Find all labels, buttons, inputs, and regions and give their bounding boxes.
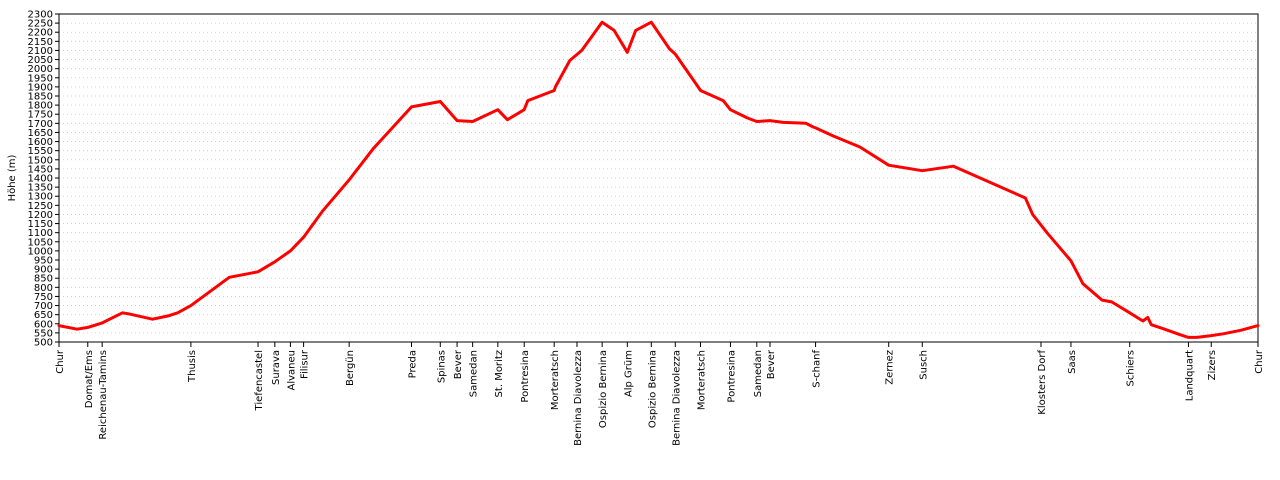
y-tick-label: 1650 [28,128,53,139]
y-tick-label: 1250 [28,201,53,212]
y-tick-label: 2300 [28,10,53,21]
station-label: Samedan [469,350,480,397]
y-tick-label: 1300 [28,192,53,203]
station-label: Spinas [436,350,447,383]
y-tick-label: 2200 [28,28,53,39]
y-tick-label: 950 [34,256,53,267]
station-label: Bergün [345,350,356,386]
station-label: Alvaneu [286,350,297,391]
y-tick-label: 1500 [28,155,53,166]
y-axis-title: Höhe (m) [7,154,18,201]
station-label: Chur [1254,349,1265,374]
station-label: Chur [55,349,66,374]
station-label: Morteratsch [696,350,707,410]
station-label: Tiefencastel [254,350,265,411]
y-tick-label: 1550 [28,146,53,157]
y-tick-label: 1900 [28,82,53,93]
y-tick-label: 1200 [28,210,53,221]
y-tick-label: 2100 [28,46,53,57]
station-label: Pontresina [726,350,737,403]
y-tick-label: 1600 [28,137,53,148]
y-tick-label: 1350 [28,183,53,194]
station-label: Bernina Diavolezza [671,350,682,446]
y-tick-label: 1700 [28,119,53,130]
plot-frame [58,13,1259,343]
y-axis-ticks: 5005506006507007508008509009501000105011… [28,10,59,349]
y-tick-label: 1100 [28,228,53,239]
y-tick-label: 900 [34,265,53,276]
station-label: Ospizio Bernina [598,350,609,428]
y-tick-label: 1800 [28,101,53,112]
station-label: Ospizio Bernina [647,350,658,428]
station-label: Bever [453,349,464,379]
station-label: Susch [918,350,929,380]
y-tick-label: 1050 [28,237,53,248]
station-label: Samedan [753,350,764,397]
station-label: Saas [1067,350,1078,374]
station-label: Klosters Dorf [1037,350,1048,415]
y-tick-label: 1150 [28,219,53,230]
station-label: Preda [408,350,419,378]
y-tick-label: 1000 [28,246,53,257]
station-label: Zizers [1207,350,1218,380]
elevation-line [57,20,1260,339]
y-tick-label: 1450 [28,164,53,175]
station-label: St. Moritz [494,350,505,397]
y-tick-label: 800 [34,283,53,294]
y-tick-label: 650 [34,310,53,321]
station-label: Bernina Diavolezza [573,350,584,446]
y-tick-label: 1750 [28,110,53,121]
x-axis-station-ticks: Chur Domat/Ems Reichenau-Tamins Thusis Tiefe… [55,342,1265,446]
y-tick-label: 2150 [28,37,53,48]
y-tick-label: 500 [34,338,53,349]
grid-lines [59,22,1258,334]
y-tick-label: 600 [34,319,53,330]
y-tick-label: 2000 [28,64,53,75]
y-tick-label: 2250 [28,19,53,30]
y-tick-label: 750 [34,292,53,303]
station-label: Bever [766,349,777,379]
station-label: Domat/Ems [84,350,95,408]
station-label: S-chanf [812,350,823,388]
station-label: Landquart [1184,350,1195,401]
station-label: Thusis [187,350,198,383]
y-tick-label: 1950 [28,73,53,84]
y-tick-label: 1850 [28,92,53,103]
station-label: Filisur [300,349,311,379]
station-label: Reichenau-Tamins [98,350,109,440]
station-label: Zernez [885,350,896,385]
station-label: Schiers [1126,350,1137,386]
y-tick-label: 550 [34,328,53,339]
y-tick-label: 700 [34,301,53,312]
station-label: Morteratsch [550,350,561,410]
station-label: Alp Grüm [623,350,634,397]
y-tick-label: 1400 [28,174,53,185]
y-tick-label: 850 [34,274,53,285]
y-tick-label: 2050 [28,55,53,66]
station-label: Pontresina [520,350,531,403]
station-label: Surava [271,350,282,385]
